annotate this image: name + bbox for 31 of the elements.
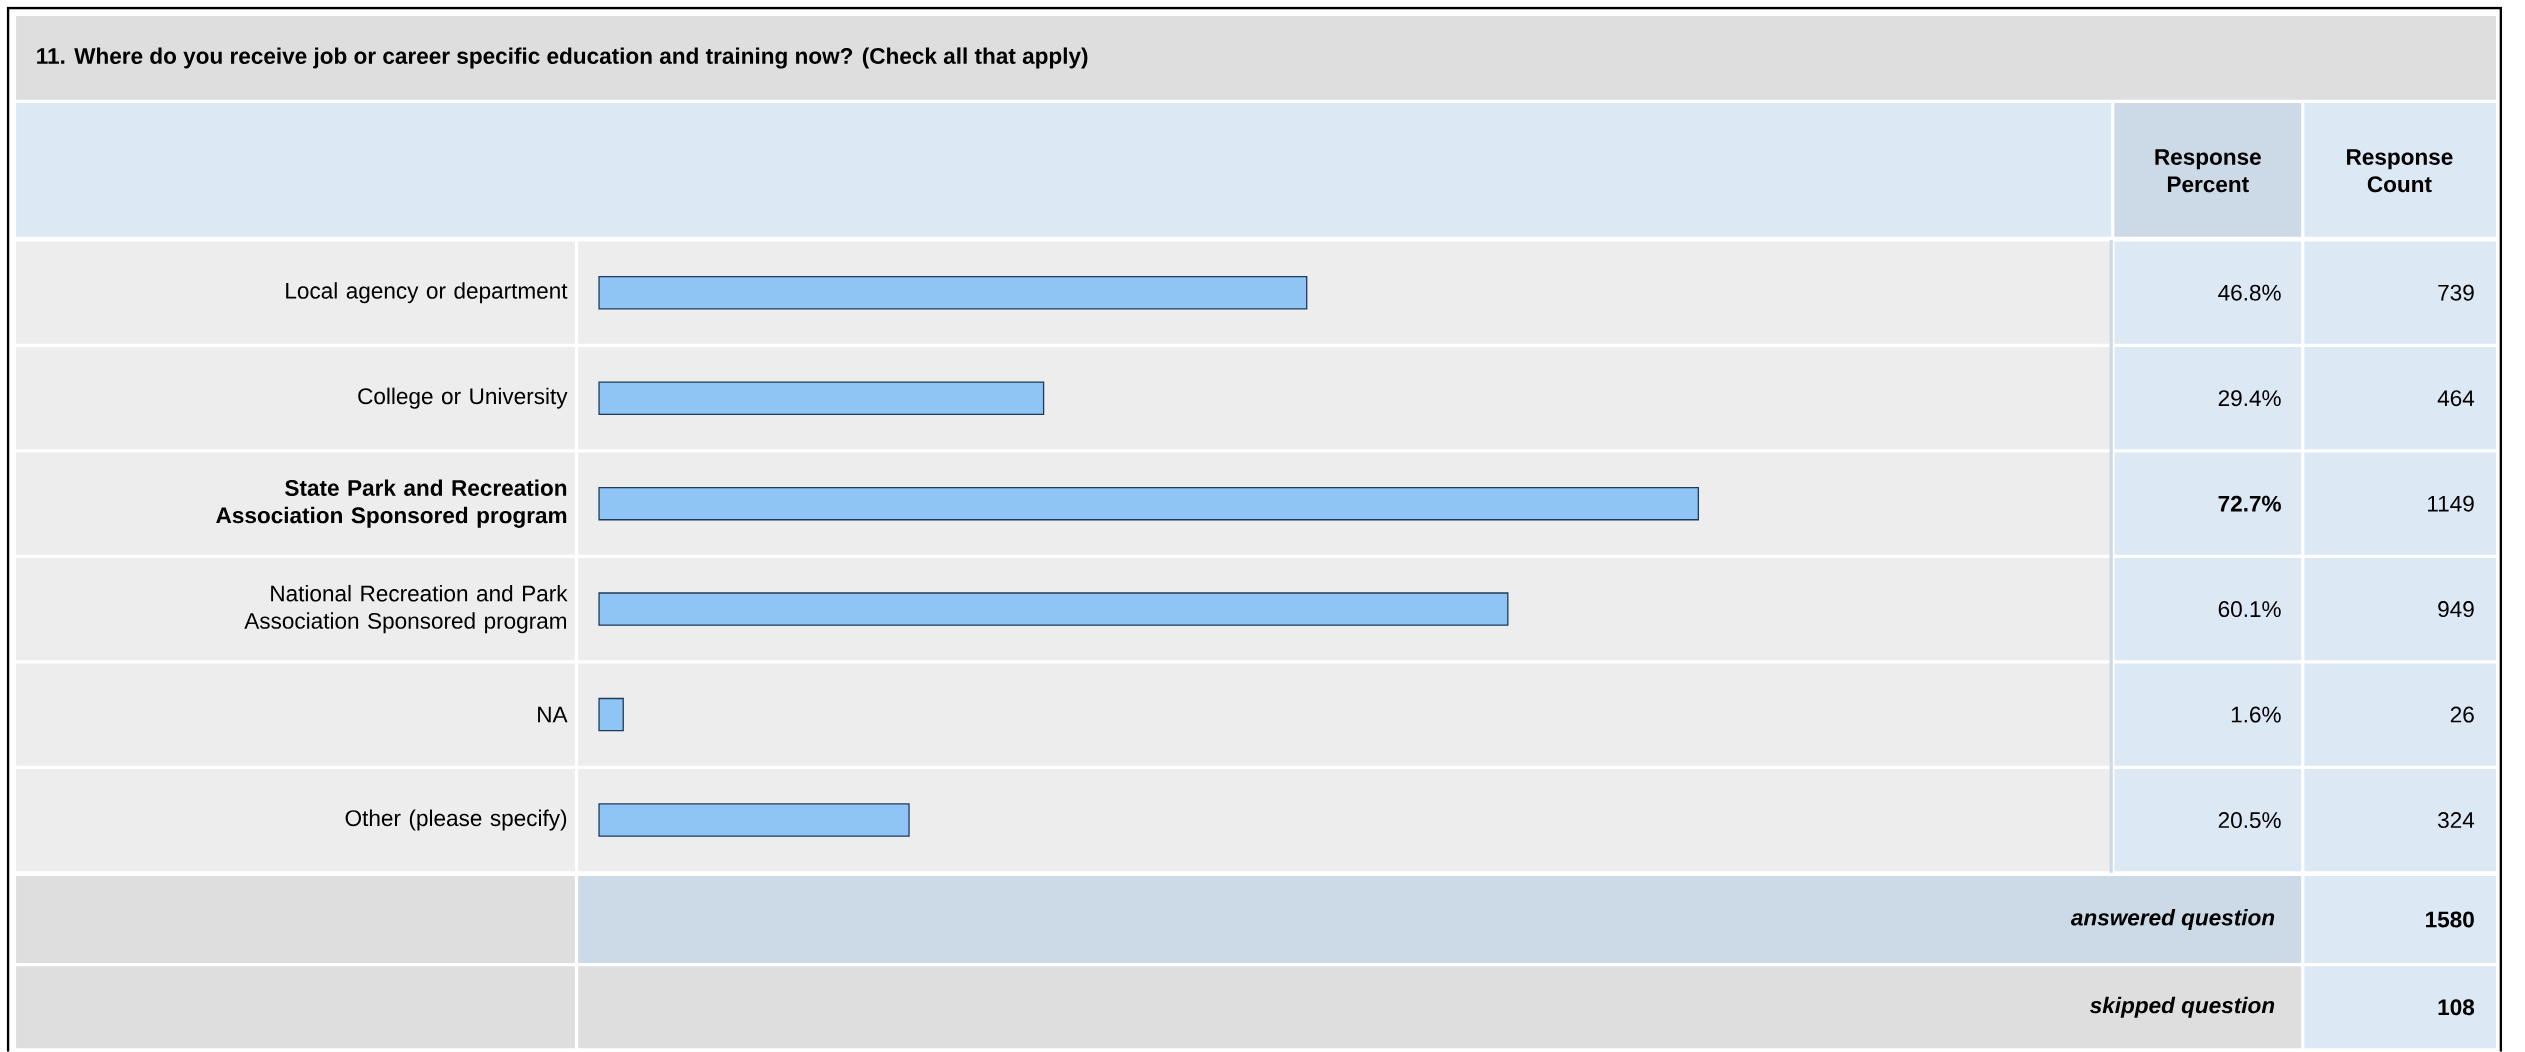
bar xyxy=(598,803,910,838)
text: 26 xyxy=(2450,706,2474,723)
y-tick-label: NA xyxy=(538,707,568,723)
bar xyxy=(598,487,1700,521)
text: 1580 xyxy=(2426,911,2474,928)
text: answered question xyxy=(2071,909,2275,931)
text: 739 xyxy=(2438,284,2474,301)
chart-title: 11. Where do you receive job or career specific education and training now? (Check all that apply) xyxy=(37,47,1088,69)
data-label: 20.5% xyxy=(2218,812,2281,829)
text: 1149 xyxy=(2428,495,2474,512)
data-label: 46.8% xyxy=(2218,284,2281,301)
text: Response Percent xyxy=(2155,149,2261,193)
text: Response Count xyxy=(2347,149,2453,193)
text: 949 xyxy=(2438,601,2474,618)
bar xyxy=(598,381,1045,416)
text: skipped question xyxy=(2089,996,2275,1018)
data-label: 1.6% xyxy=(2231,706,2281,723)
data-label: 72.7% xyxy=(2218,495,2281,512)
bar xyxy=(598,592,1509,627)
bar xyxy=(598,276,1308,310)
y-tick-label: State Park and Recreation Association Sponsored program xyxy=(216,479,567,529)
y-tick-label: Local agency or department xyxy=(286,282,568,304)
data-label: 29.4% xyxy=(2218,390,2281,407)
text: 464 xyxy=(2437,390,2475,407)
y-tick-label: Other (please specify) xyxy=(345,809,567,831)
y-tick-label: National Recreation and Park Association Sponsored program xyxy=(244,585,568,634)
text: 324 xyxy=(2438,812,2475,829)
y-tick-label: College or University xyxy=(358,387,568,409)
data-label: 60.1% xyxy=(2218,601,2281,618)
bar xyxy=(598,698,624,732)
text: 108 xyxy=(2438,999,2475,1016)
